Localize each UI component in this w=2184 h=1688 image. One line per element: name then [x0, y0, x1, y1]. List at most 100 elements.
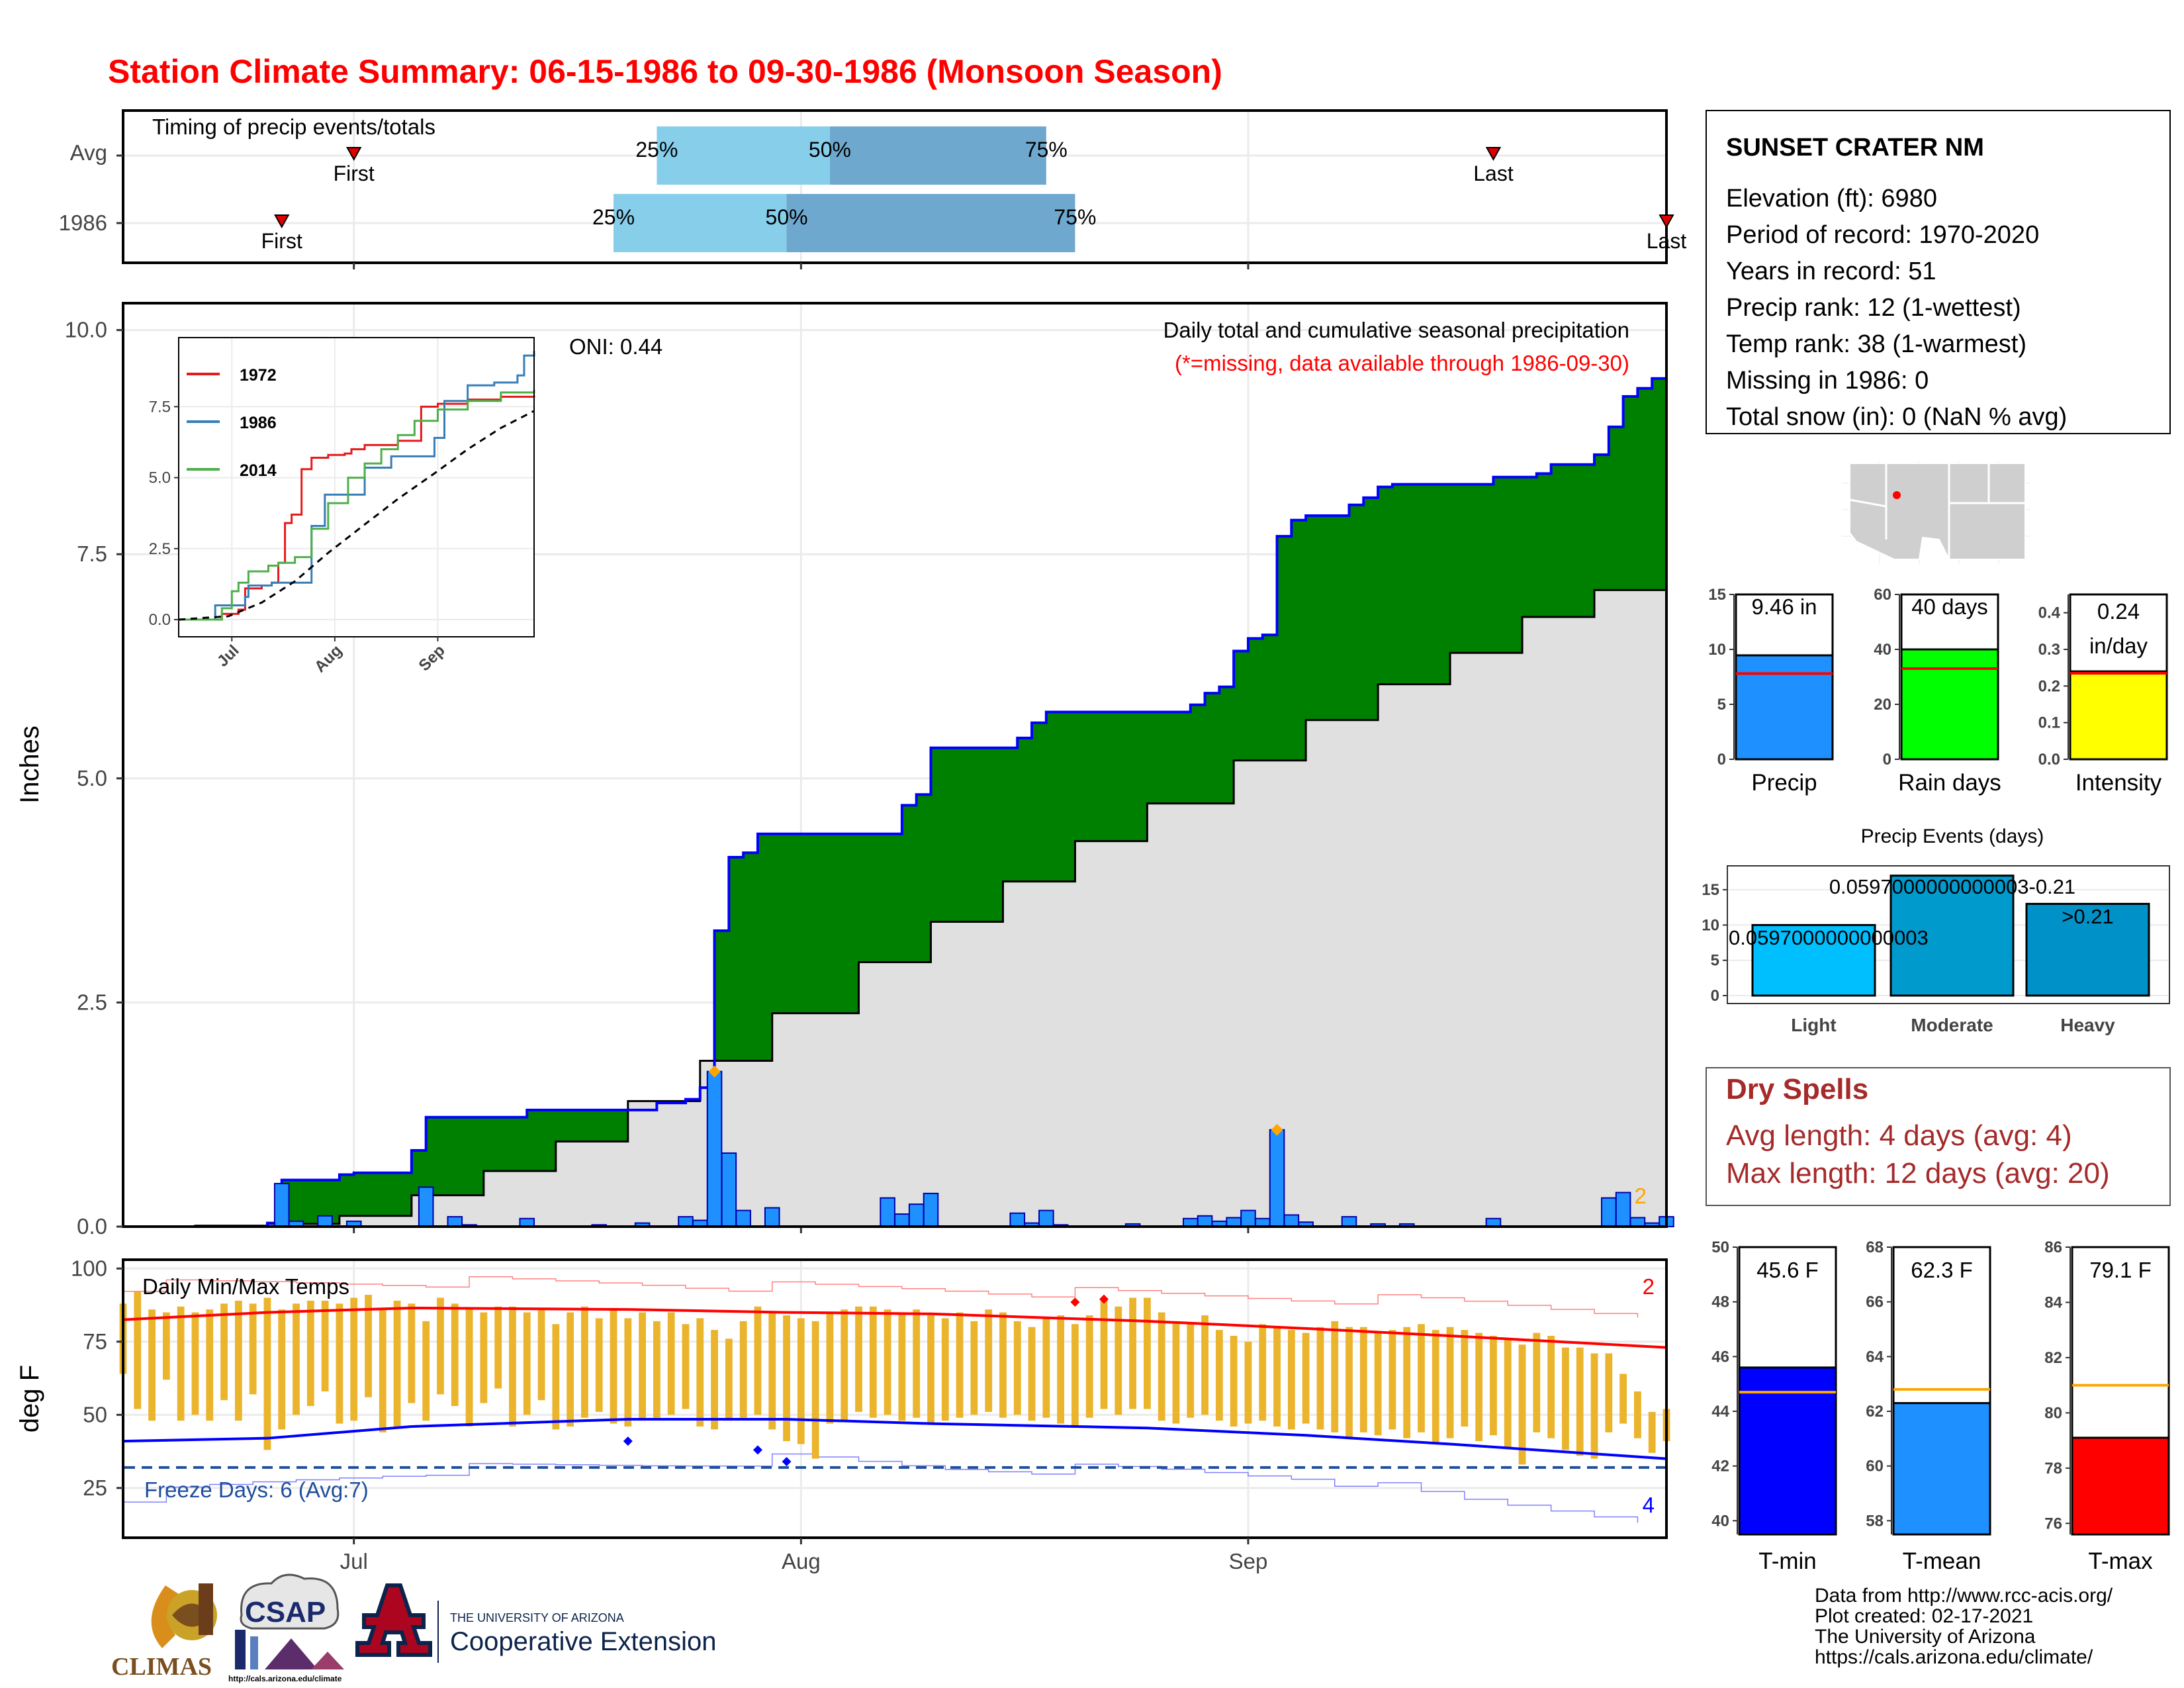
- daily-temp-bar-26: [494, 1306, 502, 1389]
- daily-temp-bar-68: [1100, 1300, 1108, 1409]
- temp-record-marker-high-1: [1099, 1294, 1109, 1304]
- daily-temp-bar-3: [162, 1312, 170, 1380]
- daily-temp-bar-4: [177, 1306, 185, 1421]
- timing-q50-label-0: 50%: [809, 138, 851, 162]
- temp-bar-tick-label-0-4: 48: [1711, 1293, 1729, 1311]
- daily-precip-bar-29: [1240, 1209, 1256, 1227]
- daily-temp-bar-47: [797, 1318, 805, 1444]
- daily-temp-bar-16: [350, 1297, 358, 1421]
- inset-legend-1972: 1972: [240, 366, 277, 385]
- daily-precip-bar-17: [894, 1213, 910, 1227]
- dry-spells-max: Max length: 12 days (avg: 20): [1726, 1157, 2110, 1190]
- daily-temp-bar-80: [1273, 1327, 1281, 1427]
- temp-bar-tick-label-2-3: 82: [2044, 1349, 2062, 1367]
- timing-q25-label-1: 25%: [592, 205, 635, 229]
- temp-record-marker-low-2: [623, 1436, 633, 1446]
- daily-temp-bar-82: [1302, 1333, 1310, 1424]
- temp-bar-value-label-1: 62.3 F: [1911, 1258, 1973, 1282]
- temp-bar-tick-label-1-3: 64: [1866, 1348, 1884, 1366]
- timing-box-q25-q50-1: [614, 194, 787, 252]
- daily-temp-bar-101: [1576, 1347, 1584, 1456]
- daily-temp-bar-11: [278, 1309, 286, 1430]
- climas-logo: CLIMAS: [111, 1583, 217, 1681]
- mini-bar-tick-label-0-2: 10: [1708, 641, 1726, 659]
- daily-temp-bar-21: [422, 1321, 430, 1421]
- daily-temp-bar-76: [1215, 1330, 1223, 1421]
- events-label-moderate: 0.0597000000000003-0.21: [1829, 875, 2075, 898]
- daily-temp-bar-5: [191, 1312, 199, 1415]
- daily-temp-bar-1: [134, 1291, 142, 1409]
- daily-temp-bar-89: [1403, 1327, 1411, 1438]
- freeze-days-label: Freeze Days: 6 (Avg:7): [144, 1477, 369, 1502]
- credit-url: https://cals.arizona.edu/climate/: [1815, 1646, 2093, 1668]
- cumulative-1986-line: [123, 377, 1666, 1228]
- daily-temp-bar-78: [1244, 1341, 1252, 1424]
- daily-temp-bar-9: [249, 1303, 257, 1395]
- timing-q75-label-1: 75%: [1054, 205, 1096, 229]
- timing-last-label-0: Last: [1473, 162, 1514, 185]
- locator-map: [1842, 461, 2030, 564]
- daily-precip-bar-13: [721, 1152, 737, 1228]
- temp-bar-tick-label-2-5: 86: [2044, 1239, 2062, 1256]
- daily-temp-bar-24: [465, 1309, 473, 1427]
- temp-y-axis: 25 50 75 100: [71, 1256, 123, 1500]
- daily-precip-bar-10: [678, 1216, 694, 1227]
- temp-record-marker-low-4: [782, 1457, 792, 1467]
- inset-y-label-0: 0.0: [149, 611, 171, 629]
- daily-temp-bar-57: [941, 1318, 949, 1421]
- daily-temp-bar-99: [1547, 1335, 1555, 1438]
- daily-temp-bar-28: [523, 1312, 531, 1415]
- daily-precip-bar-28: [1226, 1217, 1242, 1227]
- events-y-label-3: 15: [1702, 881, 1719, 899]
- precip-y-label: Inches: [15, 726, 44, 804]
- daily-temp-bar-41: [711, 1330, 718, 1430]
- daily-temp-bar-2: [148, 1309, 156, 1421]
- precip-y-label-3: 7.5: [77, 541, 107, 566]
- credit-source: Data from http://www.rcc-acis.org/: [1815, 1585, 2113, 1607]
- temp-bar-tick-label-2-0: 76: [2044, 1515, 2062, 1532]
- temp-y-label-1: 50: [83, 1402, 107, 1427]
- temp-corner-top: 2: [1643, 1274, 1655, 1299]
- daily-temp-bar-17: [365, 1295, 372, 1397]
- temp-bar-category-2: T-max: [2088, 1548, 2153, 1574]
- ua-line2: Cooperative Extension: [450, 1627, 716, 1656]
- mini-bar-category-0: Precip: [1751, 770, 1817, 796]
- daily-temp-bar-64: [1042, 1318, 1050, 1418]
- daily-temp-bar-62: [1013, 1321, 1021, 1415]
- events-y-label-1: 5: [1711, 952, 1719, 970]
- daily-temp-bar-106: [1648, 1411, 1656, 1453]
- daily-temp-bar-12: [293, 1303, 300, 1415]
- daily-temp-bar-33: [595, 1318, 603, 1412]
- daily-temp-bar-52: [869, 1306, 877, 1418]
- daily-temp-bar-38: [667, 1312, 675, 1415]
- station-name: SUNSET CRATER NM: [1726, 134, 1984, 162]
- timing-box-q50-q75-0: [829, 126, 1046, 185]
- inset-y-label-2: 5.0: [149, 469, 171, 487]
- events-y-label-0: 0: [1711, 987, 1719, 1005]
- daily-temp-bar-34: [610, 1309, 617, 1424]
- timing-row-label-avg: Avg: [70, 140, 107, 165]
- daily-temp-bar-74: [1187, 1324, 1195, 1418]
- daily-temp-bar-19: [393, 1300, 401, 1427]
- daily-temp-bar-40: [696, 1318, 704, 1427]
- temp-y-label-2: 75: [83, 1329, 107, 1354]
- timing-row-label-1986: 1986: [59, 211, 107, 235]
- temp-y-label-3: 100: [71, 1256, 107, 1280]
- temp-panel-title: Daily Min/Max Temps: [142, 1274, 349, 1299]
- credits: Data from http://www.rcc-acis.org/ Plot …: [1815, 1585, 2113, 1668]
- daily-precip-bar-16: [880, 1197, 895, 1227]
- inset-y-label-3: 7.5: [149, 398, 171, 416]
- daily-temp-bar-42: [725, 1338, 733, 1421]
- daily-temp-bar-92: [1446, 1327, 1454, 1438]
- mini-bar-tick-label-1-1: 20: [1874, 696, 1891, 714]
- timing-first-label-1: First: [261, 229, 302, 253]
- daily-temp-bar-31: [567, 1312, 574, 1427]
- timing-title: Timing of precip events/totals: [152, 115, 435, 139]
- dry-spells-box: Dry Spells Avg length: 4 days (avg: 4) M…: [1706, 1067, 2171, 1206]
- avg-min-temp-line: [122, 1417, 1667, 1460]
- mini-bar-value-label-2: 0.24 in/day: [2089, 599, 2148, 658]
- temp-bar-tick-label-1-4: 66: [1866, 1293, 1884, 1311]
- inset-legend-2014: 2014: [240, 461, 277, 480]
- temp-bar-tick-label-1-2: 62: [1866, 1403, 1884, 1421]
